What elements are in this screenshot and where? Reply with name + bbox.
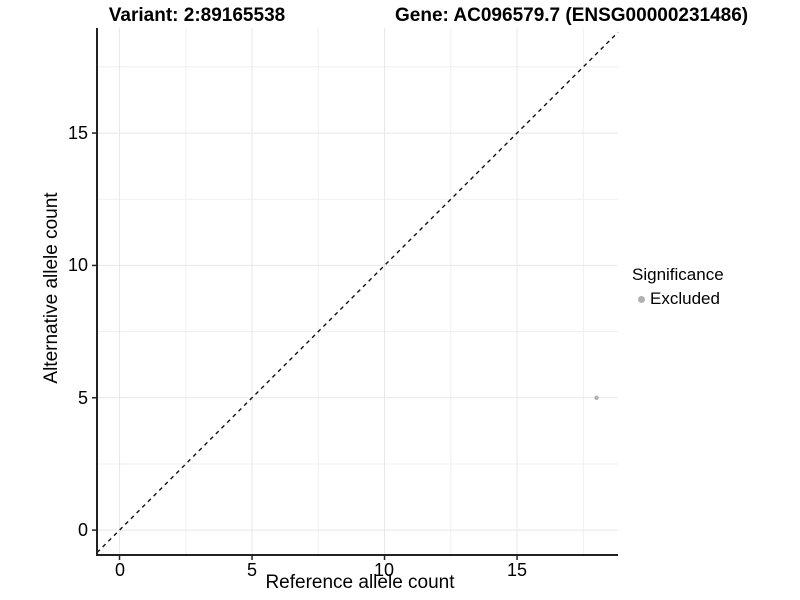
y-tick-label-3: 15: [67, 123, 88, 143]
x-axis-label: Reference allele count: [265, 572, 455, 593]
y-tick-label-1: 5: [77, 388, 88, 408]
x-tick-label-2: 10: [373, 560, 395, 580]
x-tick-label-1: 5: [246, 560, 257, 580]
legend-item-label: Excluded: [650, 289, 720, 308]
legend-item-excluded: Excluded: [632, 289, 724, 309]
legend: Significance Excluded: [632, 265, 724, 309]
legend-key: [632, 290, 650, 308]
gene-title: Gene: AC096579.7 (ENSG00000231486): [395, 5, 749, 26]
legend-point-icon: [637, 295, 645, 303]
y-axis-label: Alternative allele count: [41, 192, 62, 384]
y-tick-label-0: 0: [77, 520, 88, 540]
legend-title: Significance: [632, 265, 724, 284]
x-tick-label-0: 0: [114, 560, 125, 580]
y-tick-label-2: 10: [67, 255, 88, 275]
x-tick-label-3: 15: [506, 560, 528, 580]
variant-title: Variant: 2:89165538: [108, 5, 286, 26]
